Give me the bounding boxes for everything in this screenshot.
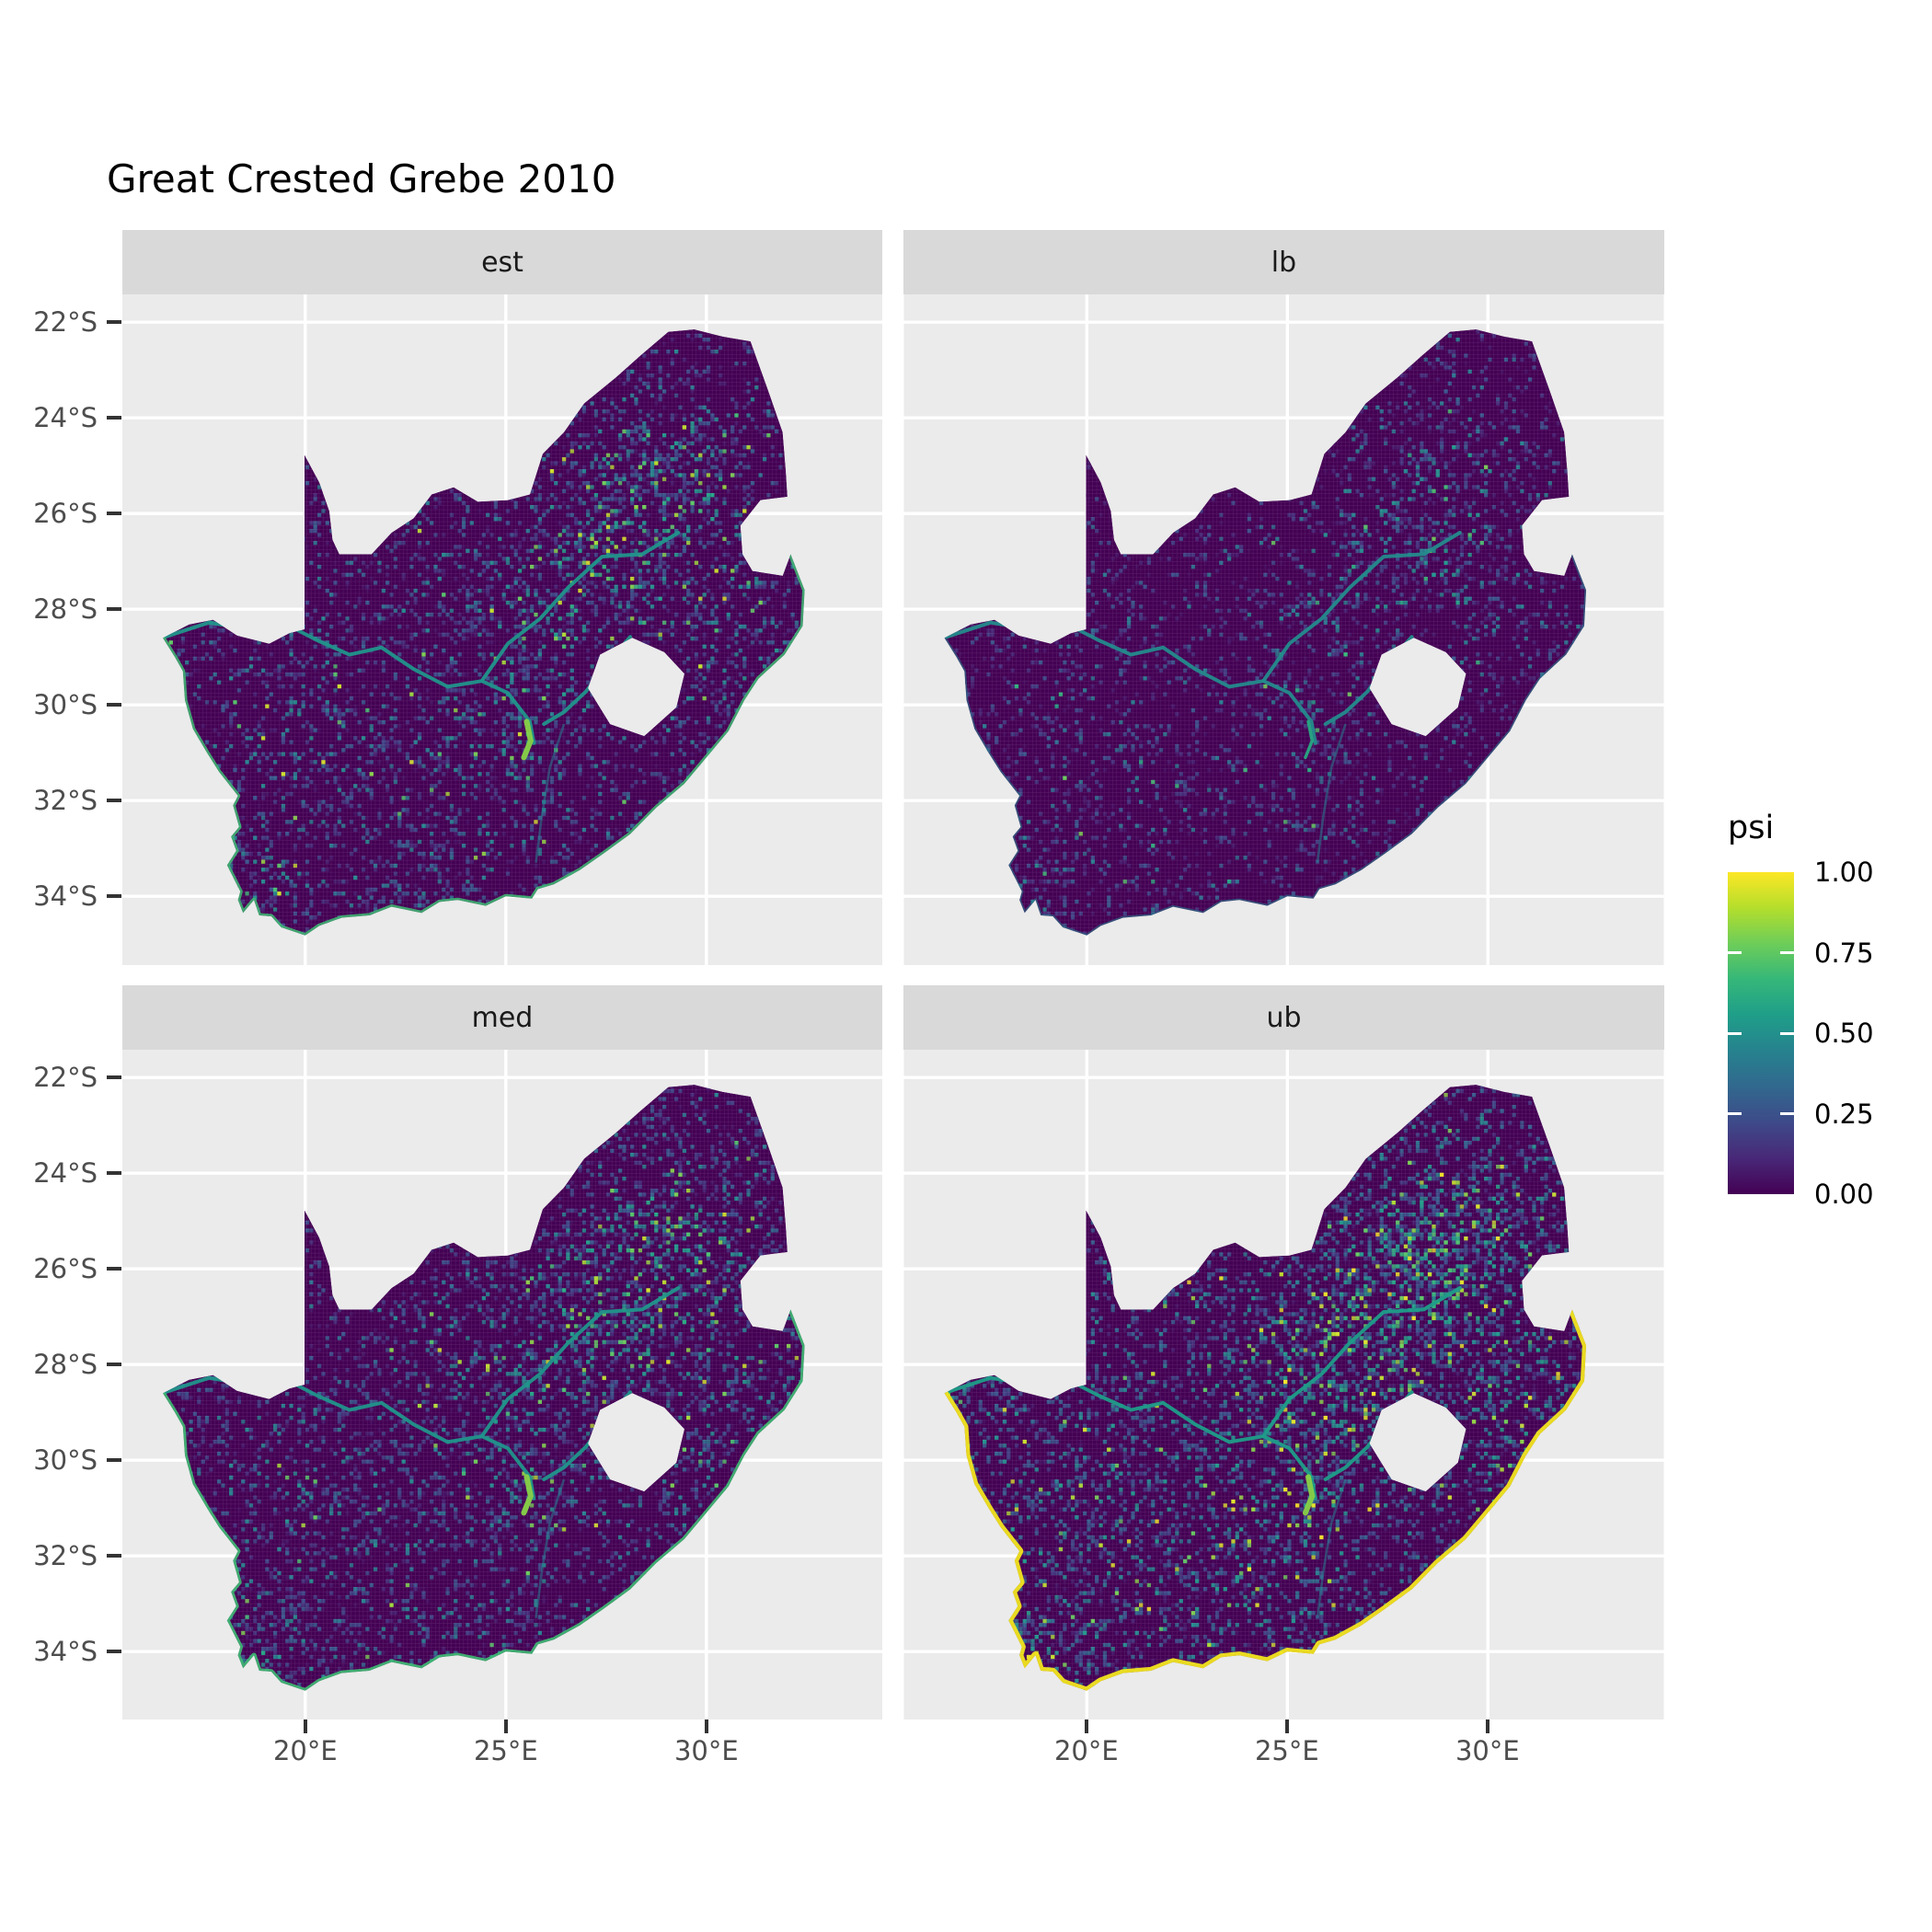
y-tick-label: 28°S xyxy=(33,593,98,626)
y-tick-mark xyxy=(107,1363,121,1367)
y-tick-mark xyxy=(107,607,121,612)
map-panel-est xyxy=(122,294,882,965)
facet-strip-est: est xyxy=(122,230,882,294)
x-tick-label: 20°E xyxy=(1053,1735,1119,1766)
facet-strip-lb: lb xyxy=(903,230,1664,294)
y-tick-mark xyxy=(107,1458,121,1463)
y-tick-label: 30°S xyxy=(33,689,98,721)
y-tick-mark xyxy=(107,512,121,516)
x-tick-label: 20°E xyxy=(272,1735,338,1766)
facet-strip-label: lb xyxy=(1271,246,1297,279)
x-tick-mark xyxy=(503,1719,508,1733)
x-tick-mark xyxy=(1485,1719,1489,1733)
legend-tick-label: 0.75 xyxy=(1814,937,1874,969)
x-tick-label: 30°E xyxy=(673,1735,739,1766)
facet-strip-label: est xyxy=(481,246,523,279)
y-tick-label: 34°S xyxy=(33,880,98,913)
chart-title: Great Crested Grebe 2010 xyxy=(107,156,616,201)
y-tick-mark xyxy=(107,1267,121,1271)
facet-strip-med: med xyxy=(122,985,882,1050)
legend-tick-label: 0.25 xyxy=(1814,1098,1874,1130)
legend-title: psi xyxy=(1728,810,1775,846)
y-tick-mark xyxy=(107,416,121,420)
y-tick-label: 28°S xyxy=(33,1349,98,1381)
facet-strip-label: ub xyxy=(1266,1001,1302,1034)
legend-tick-label: 0.50 xyxy=(1814,1018,1874,1049)
y-tick-label: 24°S xyxy=(33,1157,98,1190)
map-panel-ub xyxy=(903,1050,1664,1719)
legend-tick-label: 0.00 xyxy=(1814,1179,1874,1210)
y-tick-mark xyxy=(107,1650,121,1654)
y-tick-mark xyxy=(107,703,121,707)
y-tick-label: 26°S xyxy=(33,1253,98,1285)
y-tick-mark xyxy=(107,320,121,325)
y-tick-label: 22°S xyxy=(33,1062,98,1094)
legend-tick-mark xyxy=(1780,1112,1794,1115)
legend-tick-mark xyxy=(1780,1031,1794,1035)
x-tick-label: 25°E xyxy=(473,1735,538,1766)
facet-strip-ub: ub xyxy=(903,985,1664,1050)
y-tick-mark xyxy=(107,1075,121,1080)
x-tick-label: 30°E xyxy=(1455,1735,1520,1766)
y-tick-label: 34°S xyxy=(33,1636,98,1668)
y-tick-label: 30°S xyxy=(33,1444,98,1477)
y-tick-mark xyxy=(107,1171,121,1176)
x-tick-mark xyxy=(704,1719,708,1733)
y-tick-mark xyxy=(107,1554,121,1558)
y-tick-label: 22°S xyxy=(33,306,98,339)
x-tick-mark xyxy=(303,1719,307,1733)
legend-tick-mark xyxy=(1728,1112,1742,1115)
y-tick-label: 26°S xyxy=(33,498,98,530)
legend-tick-mark xyxy=(1728,951,1742,954)
y-tick-label: 32°S xyxy=(33,785,98,817)
legend-tick-mark xyxy=(1728,1031,1742,1035)
y-tick-label: 32°S xyxy=(33,1540,98,1572)
y-tick-mark xyxy=(107,894,121,899)
legend-tick-label: 1.00 xyxy=(1814,857,1874,888)
x-tick-label: 25°E xyxy=(1254,1735,1319,1766)
facet-strip-label: med xyxy=(471,1001,534,1034)
x-tick-mark xyxy=(1084,1719,1088,1733)
y-tick-mark xyxy=(107,799,121,803)
map-panel-lb xyxy=(903,294,1664,965)
x-tick-mark xyxy=(1284,1719,1289,1733)
legend-tick-mark xyxy=(1780,951,1794,954)
map-panel-med xyxy=(122,1050,882,1719)
y-tick-label: 24°S xyxy=(33,402,98,434)
